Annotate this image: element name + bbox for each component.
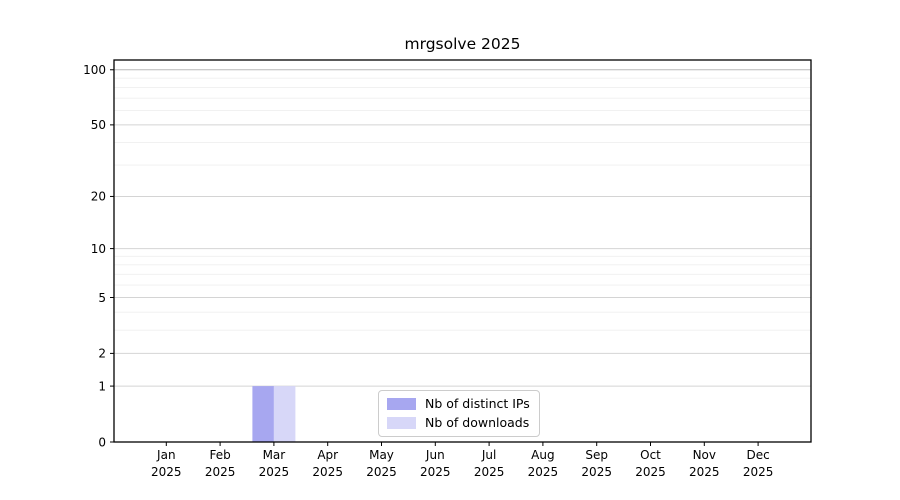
y-tick-label: 5 (98, 291, 106, 305)
x-tick-label-month: Jul (481, 448, 496, 462)
legend-label-distinct-ips: Nb of distinct IPs (425, 396, 530, 411)
x-tick-label-month: Jan (156, 448, 176, 462)
y-tick-label: 10 (91, 242, 106, 256)
legend: Nb of distinct IPs Nb of downloads (378, 390, 540, 437)
x-tick-label-month: Sep (585, 448, 608, 462)
x-tick-label-month: Nov (693, 448, 716, 462)
legend-swatch-downloads (387, 417, 416, 429)
plot-spines (113, 59, 812, 443)
x-tick-label-month: May (369, 448, 394, 462)
x-tick-label-month: Oct (640, 448, 661, 462)
y-tick-label: 1 (98, 379, 106, 393)
chart-title: mrgsolve 2025 (404, 35, 521, 53)
x-tick-label-month: Apr (317, 448, 338, 462)
x-tick-label-month: Mar (263, 448, 286, 462)
x-tick-label-year: 2025 (689, 465, 720, 479)
x-tick-label-year: 2025 (366, 465, 397, 479)
x-tick-label-year: 2025 (474, 465, 505, 479)
legend-item-distinct-ips: Nb of distinct IPs (387, 397, 530, 411)
x-tick-label-month: Jun (425, 448, 445, 462)
bar-mar-distinct-ips (252, 386, 274, 442)
legend-swatch-distinct-ips (387, 398, 416, 410)
x-tick-label-year: 2025 (420, 465, 451, 479)
y-tick-label: 2 (98, 347, 106, 361)
y-tick-label: 50 (91, 118, 106, 132)
x-tick-label-month: Feb (209, 448, 230, 462)
x-tick-label-month: Dec (746, 448, 769, 462)
x-tick-label-year: 2025 (581, 465, 612, 479)
x-tick-label-year: 2025 (528, 465, 559, 479)
y-tick-label: 20 (91, 190, 106, 204)
x-tick-label-year: 2025 (743, 465, 774, 479)
x-tick-label-month: Aug (531, 448, 554, 462)
legend-item-downloads: Nb of downloads (387, 416, 530, 430)
bar-mar-downloads (273, 386, 296, 442)
y-tick-label: 100 (83, 63, 106, 77)
x-tick-label-year: 2025 (312, 465, 343, 479)
x-tick-label-year: 2025 (635, 465, 666, 479)
x-tick-label-year: 2025 (151, 465, 182, 479)
x-tick-label-year: 2025 (259, 465, 290, 479)
y-tick-label: 0 (98, 435, 106, 449)
legend-label-downloads: Nb of downloads (425, 415, 530, 430)
x-tick-label-year: 2025 (205, 465, 236, 479)
